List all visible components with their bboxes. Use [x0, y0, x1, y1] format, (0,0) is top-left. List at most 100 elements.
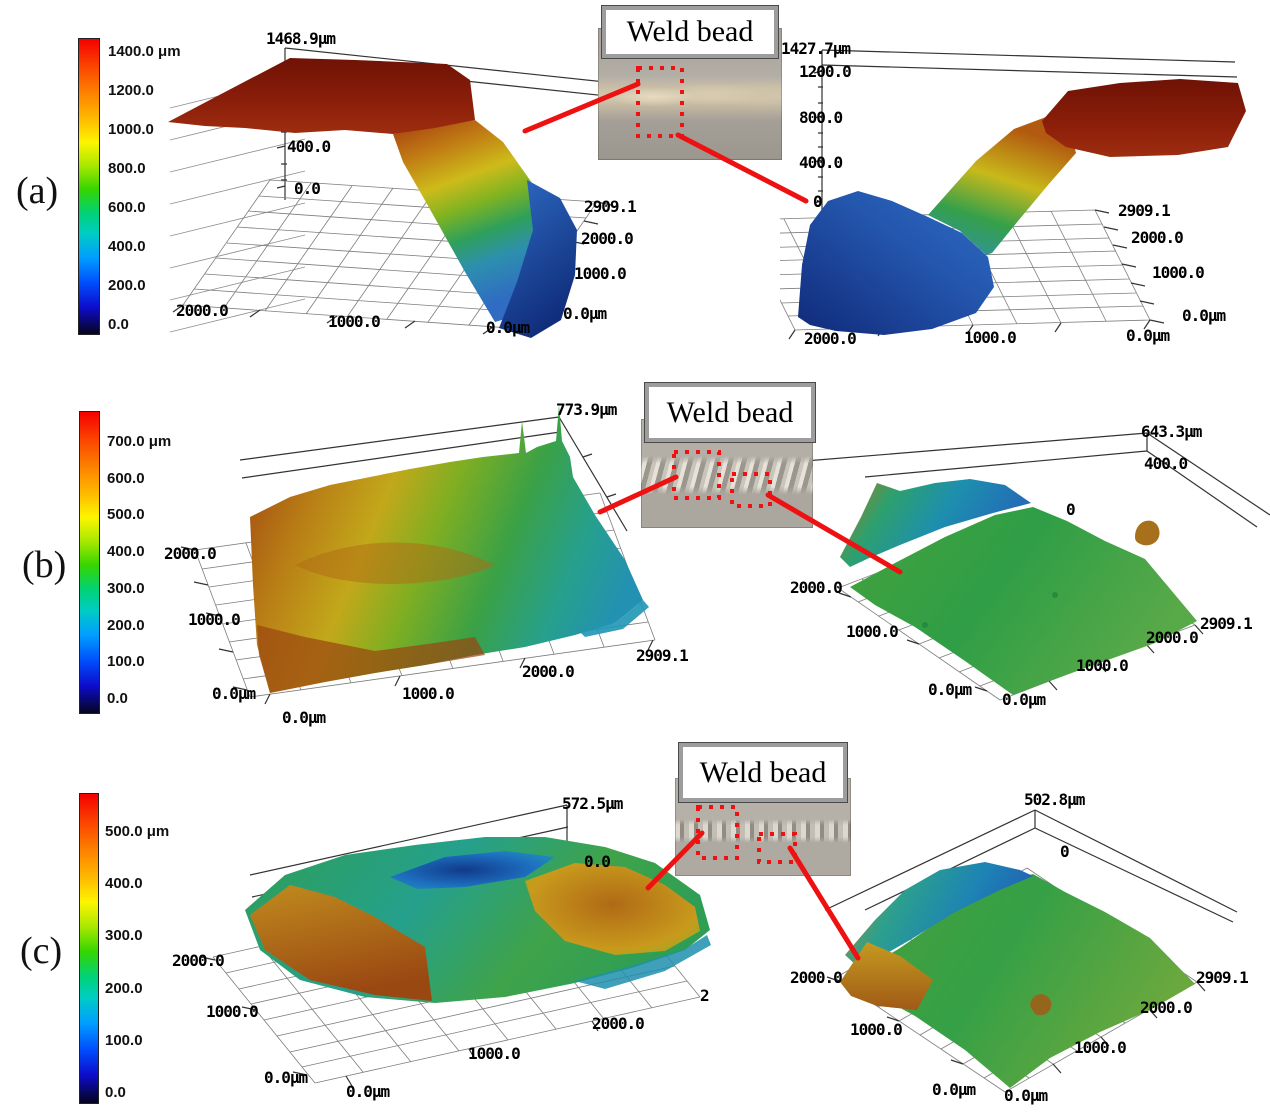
colorbar-tick: 1000.0	[108, 121, 154, 138]
peak-height-label: 773.9μm	[556, 400, 617, 419]
z-axis	[813, 50, 823, 230]
box-top-edges	[239, 416, 561, 479]
z-axis-tick: 0.0	[294, 179, 321, 198]
x-axis-tick: 1000.0	[1074, 1038, 1127, 1057]
weld-bead-title-text: Weld bead	[666, 395, 794, 429]
colorbar-tick: 1200.0	[108, 82, 154, 99]
y-axis-tick: 2909.1	[584, 197, 637, 216]
surface-plot-a-right	[780, 49, 1246, 340]
y-axis-tick: 0.0μm	[928, 680, 972, 699]
y-axis-tick: 1000.0	[1152, 263, 1205, 282]
colorbar-c: 500.0 μm 400.0 300.0 200.0 100.0 0.0	[105, 824, 169, 1100]
y-axis-tick: 2000.0	[172, 951, 225, 970]
surface-plot-c-left	[200, 804, 711, 1087]
colorbar-a: 1400.0 μm 1200.0 1000.0 800.0 600.0 400.…	[108, 44, 181, 332]
colorbar-tick: 600.0	[107, 469, 145, 487]
y-axis-ticks	[1094, 209, 1165, 324]
x-axis-tick: 0.0μm	[346, 1082, 390, 1101]
colorbar-tick: 0.0	[105, 1083, 126, 1101]
x-axis-tick: 2909.1	[1196, 968, 1249, 987]
x-axis-tick: 2000.0	[1146, 628, 1199, 647]
y-axis-tick: 0.0μm	[212, 684, 256, 703]
y-axis-tick: 1000.0	[574, 264, 627, 283]
y-axis-tick: 2000.0	[1131, 228, 1184, 247]
axis-ticks	[838, 592, 1204, 692]
x-axis-tick: 2000.0	[522, 662, 575, 681]
surface-left-ridge	[250, 885, 432, 1001]
panel-label-c: (c)	[20, 930, 63, 972]
colorbar-tick: 500.0 μm	[105, 823, 170, 840]
peak-height-label: 1468.9μm	[266, 29, 336, 48]
colorbar-tick: 300.0	[107, 579, 145, 597]
y-axis-tick: 1000.0	[206, 1002, 259, 1021]
colorbar-tick: 0.0	[108, 316, 129, 333]
z-axis-tick: 800.0	[799, 108, 843, 127]
weld-bead-title-text: Weld bead	[626, 15, 754, 48]
colorbar-tick: 300.0	[105, 927, 143, 945]
weld-bead-title-b: Weld bead	[645, 383, 815, 442]
surface-sheet	[850, 874, 1195, 1088]
x-axis-tick: 2000.0	[1140, 998, 1193, 1017]
x-axis-tick: 0.0μm	[1126, 326, 1170, 345]
peak-height-label: 572.5μm	[562, 794, 623, 813]
z-axis-tick: 400.0	[799, 153, 843, 172]
z-axis-tick: 0	[1060, 842, 1070, 861]
surface-spot	[922, 622, 928, 628]
y-axis-tick: 1000.0	[188, 610, 241, 629]
x-axis-tick: 2	[700, 986, 710, 1005]
weld-bead-title-c: Weld bead	[679, 743, 847, 802]
weld-bead-title-text: Weld bead	[699, 755, 827, 789]
peak-height-label: 502.8μm	[1024, 790, 1085, 809]
colorbar-gradient-c	[79, 793, 99, 1104]
surface-sheet	[850, 507, 1197, 695]
z-axis-tick: 1200.0	[799, 62, 852, 81]
peak-height-label: 1427.7μm	[781, 39, 851, 58]
z-axis-tick: 0	[1066, 500, 1076, 519]
colorbar-tick: 200.0	[107, 616, 145, 634]
x-axis-tick: 0.0μm	[486, 318, 530, 337]
colorbar-tick: 400.0	[108, 238, 146, 255]
peak-height-label: 643.3μm	[1141, 422, 1202, 441]
surface-plot-b-right	[805, 432, 1270, 701]
surface-bump	[1030, 994, 1052, 1016]
panel-label-b: (b)	[22, 544, 67, 586]
colorbar-tick: 500.0	[107, 506, 145, 524]
surface-front-ridge	[257, 625, 485, 693]
surface-center-ridge	[295, 542, 495, 584]
surface-back-band	[845, 862, 1033, 966]
surface-plot-a-left	[168, 47, 646, 338]
colorbar-tick: 800.0	[108, 160, 146, 177]
y-axis-tick: 0.0μm	[264, 1068, 308, 1087]
surface-slope	[928, 117, 1076, 255]
box-top-edges	[821, 49, 1238, 78]
y-axis-tick: 2000.0	[790, 968, 843, 987]
y-axis-tick: 2909.1	[1118, 201, 1171, 220]
colorbar-gradient-a	[78, 38, 100, 335]
panel-label-a: (a)	[16, 170, 59, 212]
surface-bump	[1135, 520, 1160, 546]
surface-valley	[499, 180, 577, 338]
surface-teal-edge	[579, 600, 649, 637]
x-axis-tick: 0.0μm	[282, 708, 326, 727]
surface-plateau	[168, 58, 475, 134]
colorbar-tick: 100.0	[107, 653, 145, 671]
x-axis-tick: 1000.0	[402, 684, 455, 703]
x-axis-tick: 1000.0	[468, 1044, 521, 1063]
y-axis-tick: 2000.0	[164, 544, 217, 563]
z-axis-tick: 0.0	[584, 852, 611, 871]
y-axis-tick: 1000.0	[850, 1020, 903, 1039]
x-axis-ticks	[172, 304, 494, 335]
surface-basin	[390, 851, 555, 889]
surface-left-ridge	[840, 942, 933, 1010]
y-axis-tick: 2000.0	[581, 229, 634, 248]
colorbar-tick: 200.0	[105, 979, 143, 997]
colorbar-tick: 0.0	[107, 689, 128, 707]
colorbar-b: 700.0 μm 600.0 500.0 400.0 300.0 200.0 1…	[107, 434, 171, 706]
x-axis-tick: 0.0μm	[1004, 1086, 1048, 1105]
y-axis-tick: 2000.0	[790, 578, 843, 597]
y-axis-tick: 0.0μm	[563, 304, 607, 323]
x-axis-tick: 1000.0	[1076, 656, 1129, 675]
weld-bead-title-a: Weld bead	[602, 6, 778, 58]
surface-plot-b-left	[180, 405, 656, 705]
y-axis-ticks	[180, 546, 248, 691]
